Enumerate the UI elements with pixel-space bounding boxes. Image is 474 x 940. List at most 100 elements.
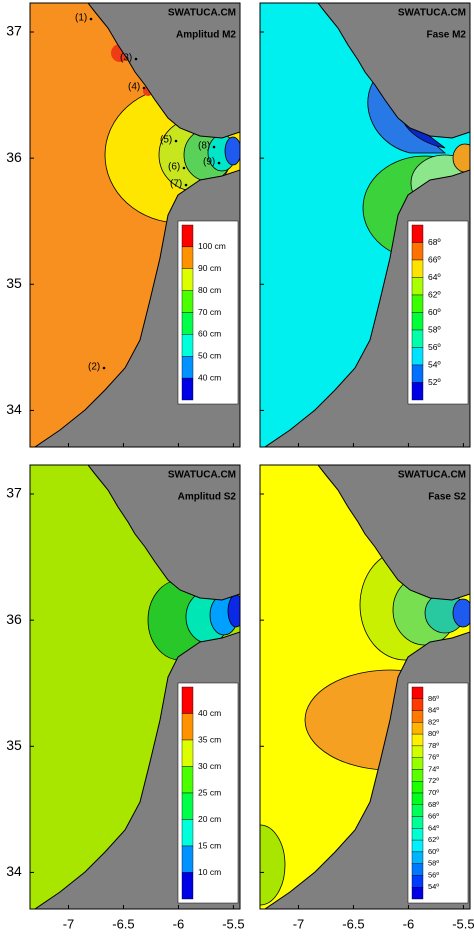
lat-tick-label: 37 (6, 485, 22, 501)
legend-swatch (411, 710, 424, 723)
legend-label: 15 cm (198, 840, 221, 850)
legend-swatch (181, 686, 194, 714)
source-label: SWATUCA.CM (168, 8, 236, 19)
legend-label: 52º (428, 377, 441, 387)
source-label: SWATUCA.CM (168, 470, 236, 481)
legend-swatch (181, 312, 194, 335)
site-label: (5) (160, 135, 172, 146)
legend-label: 76º (428, 753, 439, 762)
legend-swatch (181, 356, 194, 379)
legend-label: 58º (428, 859, 439, 868)
legend-swatch (411, 816, 424, 829)
legend-label: 68º (428, 237, 441, 247)
legend-label: 66º (428, 812, 439, 821)
legend-swatch (411, 733, 424, 747)
legend-swatch (181, 792, 194, 820)
site-dot (134, 57, 138, 61)
site-label: (6) (168, 162, 180, 173)
legend-label: 64º (428, 823, 439, 832)
legend-label: 82º (428, 717, 439, 726)
lat-tick-label: 35 (6, 737, 22, 753)
lat-tick-label: 36 (6, 611, 22, 627)
legend-label: 25 cm (198, 787, 221, 797)
lat-tick-label: 37 (6, 23, 22, 39)
site-label: (1) (75, 13, 87, 24)
lat-tick-label: 35 (6, 275, 22, 291)
legend-swatch (411, 745, 424, 758)
site-label: (7) (170, 179, 182, 190)
legend-label: 56º (428, 870, 439, 879)
legend-swatch (411, 875, 424, 888)
legend-swatch (181, 290, 194, 313)
legend-swatch (411, 329, 424, 348)
legend-swatch (411, 769, 424, 782)
legend-swatch (181, 334, 194, 357)
legend-label: 50 cm (198, 351, 221, 361)
panel: SWATUCA.CM Fase M2 68º 66º 64º 62º 60º 58º 56º 54… (259, 2, 471, 448)
legend-label: 20 cm (198, 814, 221, 824)
lon-tick-label: -6.5 (342, 916, 364, 931)
legend-swatch (411, 722, 424, 735)
lon-tick-label: -5.5 (222, 916, 244, 931)
legend-label: 68º (428, 800, 439, 809)
legend-swatch (411, 863, 424, 876)
legend-label: 10 cm (198, 867, 221, 877)
legend-swatch (411, 804, 424, 817)
lat-tick-label: 34 (6, 401, 22, 417)
legend-swatch (181, 819, 194, 847)
legend-label: 64º (428, 272, 441, 282)
legend-label: 54º (428, 882, 439, 891)
panel-title: Fase M2 (427, 30, 467, 41)
legend-label: 86º (428, 694, 439, 703)
site-dot (89, 17, 93, 21)
legend-swatch (411, 242, 424, 261)
site-label: (2) (88, 362, 100, 373)
legend-swatch (181, 739, 194, 767)
legend-label: 90 cm (198, 263, 221, 273)
panel-title: Amplitud M2 (176, 30, 236, 41)
lon-tick-label: -7 (63, 916, 75, 931)
site-label: (3) (120, 53, 132, 64)
legend-swatch (411, 698, 424, 711)
site-dot (182, 166, 186, 170)
lon-tick-label: -6.5 (112, 916, 134, 931)
legend-label: 100 cm (198, 241, 226, 251)
legend-swatch (411, 781, 424, 794)
legend-swatch (411, 259, 424, 278)
legend-swatch (411, 828, 424, 841)
lon-tick-label: -6 (173, 916, 185, 931)
legend-swatch (411, 851, 424, 864)
legend-label: 30 cm (198, 761, 221, 771)
panel-frame (259, 464, 471, 910)
legend-label: 78º (428, 741, 439, 750)
legend-swatch (181, 713, 194, 741)
legend-swatch (411, 347, 424, 366)
legend-swatch (181, 872, 194, 900)
legend-swatch (181, 766, 194, 794)
legend-swatch (411, 312, 424, 331)
lon-tick-label: -5.5 (452, 916, 474, 931)
legend-swatch (411, 686, 424, 699)
legend-label: 80 cm (198, 285, 221, 295)
legend-swatch (411, 294, 424, 313)
legend-swatch (411, 277, 424, 296)
source-label: SWATUCA.CM (398, 470, 466, 481)
legend-label: 62º (428, 289, 441, 299)
site-dot (184, 183, 188, 187)
panel-frame (29, 2, 241, 448)
site-label: (9) (203, 157, 215, 168)
legend-swatch (411, 364, 424, 383)
legend-label: 84º (428, 706, 439, 715)
lon-tick-label: -6 (403, 916, 415, 931)
site-label: (8) (198, 141, 210, 152)
lat-tick-label: 34 (6, 863, 22, 879)
panel: SWATUCA.CM Amplitud M2 100 cm 90 cm 80 cm 70 … (29, 2, 241, 448)
legend-label: 72º (428, 776, 439, 785)
legend-swatch (411, 792, 424, 805)
panel: -7 -6.5 -6 -5.5 SWATUCA.CM Amplitud S2 40 cm 35… (29, 464, 245, 931)
panel-frame (29, 464, 241, 910)
site-dot (212, 145, 216, 149)
legend-label: 74º (428, 764, 439, 773)
legend-label: 40 cm (198, 708, 221, 718)
